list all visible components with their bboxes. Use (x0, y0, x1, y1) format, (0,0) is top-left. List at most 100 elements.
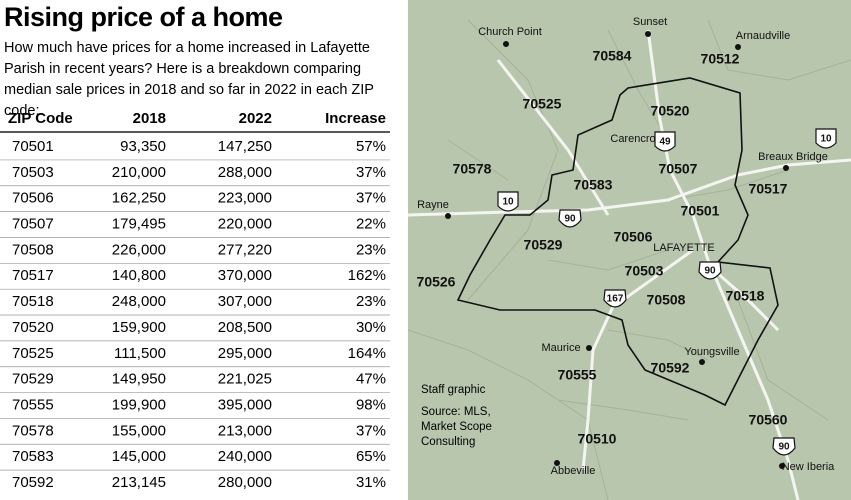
town-dot (783, 165, 789, 171)
town-dot (735, 44, 741, 50)
town-dot (445, 213, 451, 219)
us-shield (772, 437, 796, 456)
town-label: Church Point (478, 26, 542, 38)
cell: 147,250 (218, 138, 272, 155)
cell: 111,500 (114, 345, 166, 362)
cell: 23% (356, 293, 386, 310)
shield-label: 49 (659, 137, 671, 148)
zip-label: 70583 (574, 177, 613, 193)
source: Source: MLS, Market Scope Consulting (421, 406, 492, 448)
town-label: Arnaudville (736, 30, 790, 42)
town-dot (645, 31, 651, 37)
shield-label: 167 (607, 294, 624, 305)
zip-label: 70518 (726, 288, 765, 304)
table: ZIP Code 2018 2022 Increase 70501 93,350 147,2… (0, 110, 390, 491)
cell: 162% (348, 267, 386, 284)
cell: 288,000 (218, 164, 272, 181)
town-label: Sunset (633, 16, 667, 28)
cell: 199,900 (112, 396, 166, 413)
cell: 22% (356, 216, 386, 233)
cell: 70592 (12, 474, 54, 491)
cell: 179,495 (112, 216, 166, 233)
shield-label: 10 (502, 197, 514, 208)
town-label: Youngsville (684, 346, 739, 358)
zip-label: 70560 (749, 412, 788, 428)
us-shield (698, 261, 722, 280)
zip-label: 70526 (417, 274, 456, 290)
shield-label: 90 (704, 266, 716, 277)
zip-label: 70503 (625, 263, 664, 279)
cell: 70506 (12, 190, 54, 207)
zip-label: 70510 (578, 431, 617, 447)
cell: 70520 (12, 319, 54, 336)
zip-label: 70507 (659, 161, 698, 177)
cell: 295,000 (218, 345, 272, 362)
interstate-shield (815, 128, 837, 149)
cell: 240,000 (218, 448, 272, 465)
cell: 164% (348, 345, 386, 362)
zip-label: 70501 (681, 203, 720, 219)
shield-label: 90 (564, 214, 576, 225)
cell: 213,145 (112, 474, 166, 491)
cell: 37% (356, 164, 386, 181)
cell: 307,000 (218, 293, 272, 310)
cell: 159,900 (112, 319, 166, 336)
column-header: 2022 (239, 110, 272, 127)
town-dot (503, 41, 509, 47)
title: Rising price of a home (4, 2, 283, 32)
town-label: Rayne (417, 199, 449, 211)
cell: 140,800 (112, 267, 166, 284)
town-dot (699, 359, 705, 365)
zip-label: 70578 (453, 161, 492, 177)
cell: 149,950 (112, 371, 166, 388)
zip-label: 70512 (701, 51, 740, 67)
cell: 280,000 (218, 474, 272, 491)
cell: 70578 (12, 422, 54, 439)
cell: 145,000 (112, 448, 166, 465)
cell: 30% (356, 319, 386, 336)
town-label: Breaux Bridge (758, 151, 828, 163)
shield-label: 10 (820, 134, 832, 145)
us-shield (558, 209, 582, 228)
town-label: Carencro (610, 133, 655, 145)
town-dot (554, 460, 560, 466)
cell: 248,000 (112, 293, 166, 310)
zip-label: 70517 (749, 181, 788, 197)
map: 70584 70512 70525 70520 70578 70583 70507 70517… (408, 0, 851, 500)
cell: 210,000 (112, 164, 166, 181)
cell: 213,000 (218, 422, 272, 439)
cell: 93,350 (120, 138, 166, 155)
zip-label: 70529 (524, 237, 563, 253)
cell: 70503 (12, 164, 54, 181)
cell: 70508 (12, 241, 54, 258)
cell: 220,000 (218, 216, 272, 233)
cell: 395,000 (218, 396, 272, 413)
interstate-shield (654, 131, 676, 152)
cell: 37% (356, 422, 386, 439)
description: How much have prices for a home increase… (4, 40, 374, 119)
cell: 70517 (12, 267, 54, 284)
column-header: ZIP Code (8, 110, 73, 127)
cell: 70525 (12, 345, 54, 362)
zip-label: 70520 (651, 103, 690, 119)
zip-label: 70555 (558, 367, 597, 383)
credit: Staff graphic (421, 384, 486, 396)
cell: 23% (356, 241, 386, 258)
zip-label: 70525 (523, 96, 562, 112)
cell: 57% (356, 138, 386, 155)
cell: 31% (356, 474, 386, 491)
interstate-shield (497, 191, 519, 212)
cell: 155,000 (112, 422, 166, 439)
cell: 70501 (12, 138, 54, 155)
cell: 277,220 (218, 241, 272, 258)
cell: 208,500 (218, 319, 272, 336)
parish-boundary (456, 77, 779, 407)
cell: 223,000 (218, 190, 272, 207)
zip-label: 70508 (647, 292, 686, 308)
cell: 370,000 (218, 267, 272, 284)
cell: 221,025 (218, 371, 272, 388)
map-background (408, 0, 851, 500)
town-dot (779, 463, 785, 469)
cell: 70507 (12, 216, 54, 233)
